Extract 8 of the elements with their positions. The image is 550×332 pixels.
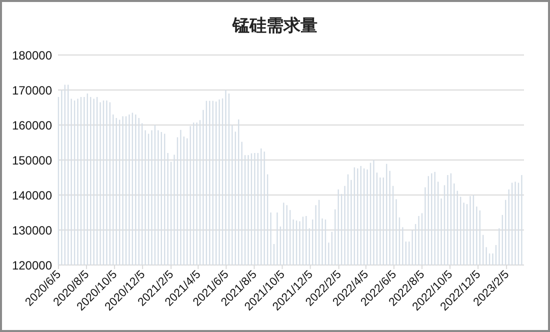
y-tick-label: 130000 <box>12 224 52 238</box>
y-tick-label: 120000 <box>12 258 52 272</box>
chart-title: 锰硅需求量 <box>232 16 318 35</box>
y-tick-label: 160000 <box>12 118 52 132</box>
y-tick-label: 180000 <box>12 48 52 62</box>
y-tick-label: 150000 <box>12 154 52 168</box>
y-tick-label: 140000 <box>12 188 52 202</box>
y-tick-label: 170000 <box>12 84 52 98</box>
